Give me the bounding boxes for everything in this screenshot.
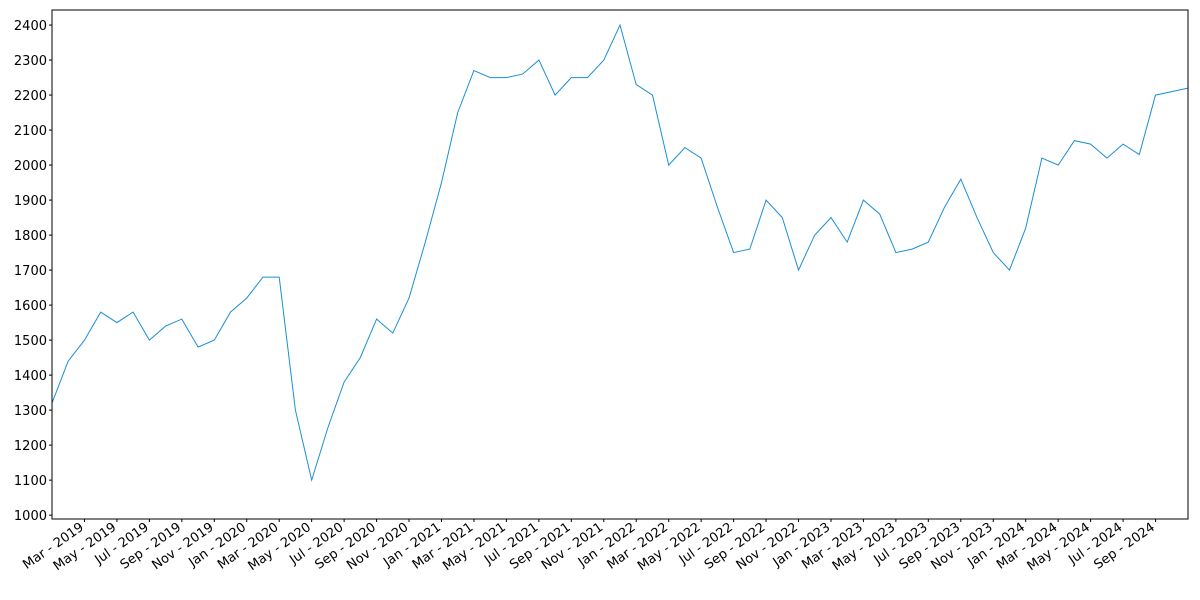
plot-frame xyxy=(51,9,1189,520)
y-tick-label: 1400 xyxy=(14,369,47,384)
y-tick-label: 2300 xyxy=(14,54,47,69)
y-tick-label: 2200 xyxy=(14,89,47,104)
y-tick-label: 2400 xyxy=(14,19,47,34)
y-tick-label: 1600 xyxy=(14,299,47,314)
series-line xyxy=(51,23,1189,483)
y-tick-label: 1500 xyxy=(14,334,47,349)
y-tick-label: 2000 xyxy=(14,159,47,174)
y-tick-label: 1700 xyxy=(14,264,47,279)
y-tick-label: 1800 xyxy=(14,229,47,244)
y-tick-label: 1900 xyxy=(14,194,47,209)
y-tick-label: 1100 xyxy=(14,474,47,489)
y-tick-label: 1300 xyxy=(14,404,47,419)
y-tick-label: 1000 xyxy=(14,509,47,524)
y-tick-label: 1200 xyxy=(14,439,47,454)
y-tick-label: 2100 xyxy=(14,124,47,139)
